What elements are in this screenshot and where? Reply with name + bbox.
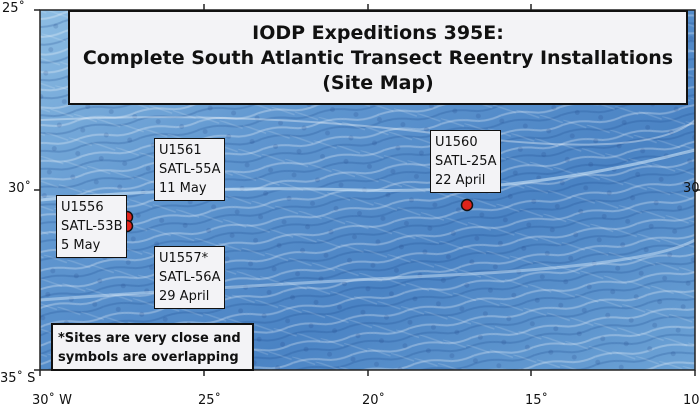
site-date: 29 April	[159, 289, 210, 304]
site-id: U1556	[61, 200, 104, 215]
site-date: 22 April	[435, 173, 486, 188]
title-line-1: IODP Expeditions 395E:	[252, 22, 504, 44]
lon-label-15: 15˚	[525, 393, 549, 408]
site-name: SATL-53B	[61, 219, 123, 234]
lat-label-35s: 35˚ S	[0, 371, 36, 386]
site-label-u1561: U1561 SATL-55A 11 May	[154, 138, 226, 201]
site-date: 5 May	[61, 238, 101, 253]
overlap-note: *Sites are very close and symbols are ov…	[51, 323, 254, 371]
site-marker-u1560	[460, 198, 474, 212]
note-line-2: symbols are overlapping	[58, 350, 239, 365]
site-date: 11 May	[159, 181, 207, 196]
site-label-u1556: U1556 SATL-53B 5 May	[56, 195, 128, 258]
note-line-1: *Sites are very close and	[58, 331, 241, 346]
site-id: U1560	[435, 135, 478, 150]
axis-ticks	[34, 4, 700, 376]
site-id: U1561	[159, 143, 202, 158]
lon-label-20: 20˚	[362, 393, 386, 408]
lat-label-30-right: 30˚	[683, 181, 700, 196]
lat-label-30: 30˚	[8, 181, 32, 196]
title-line-2: Complete South Atlantic Transect Reentry…	[82, 47, 674, 69]
lon-label-10: 10˚	[683, 393, 700, 408]
site-label-u1557: U1557* SATL-56A 29 April	[154, 246, 226, 309]
site-id: U1557*	[159, 251, 209, 266]
site-label-u1560: U1560 SATL-25A 22 April	[430, 130, 502, 193]
map-title: IODP Expeditions 395E: Complete South At…	[68, 10, 688, 105]
site-name: SATL-25A	[435, 154, 497, 169]
title-line-3: (Site Map)	[322, 72, 434, 94]
lon-label-30w: 30˚ W	[32, 393, 73, 408]
site-name: SATL-56A	[159, 270, 221, 285]
site-name: SATL-55A	[159, 162, 221, 177]
lon-label-25: 25˚	[198, 393, 222, 408]
lat-label-25: 25˚	[2, 1, 26, 16]
